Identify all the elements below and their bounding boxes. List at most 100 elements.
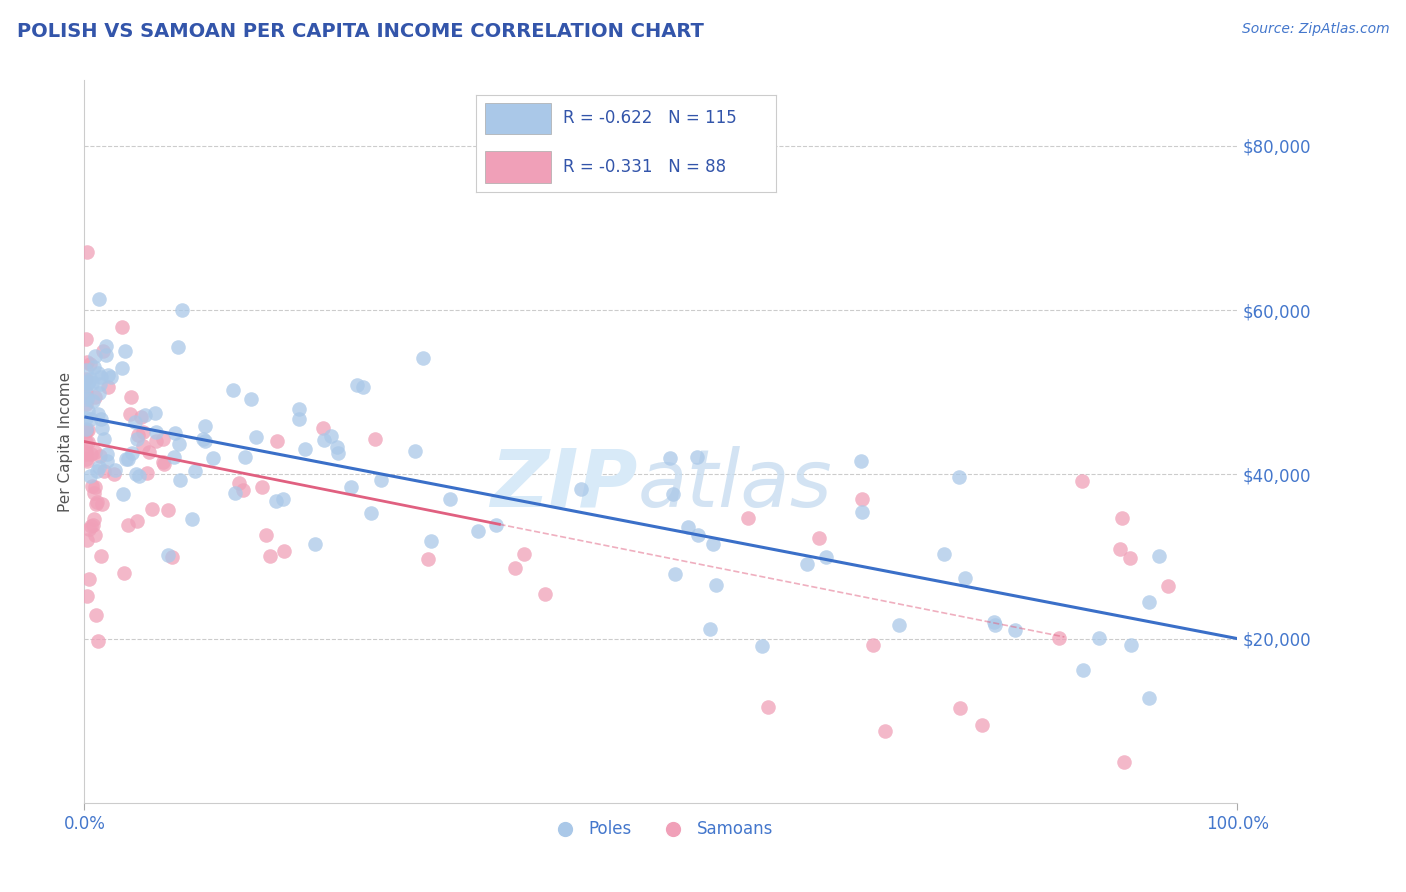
Poles [94, 339, 117, 353]
Poles [851, 505, 873, 519]
Samoans [75, 372, 97, 386]
Samoans [90, 549, 112, 563]
Poles [233, 450, 256, 464]
Samoans [141, 502, 163, 516]
Poles [1119, 638, 1142, 652]
Samoans [75, 435, 97, 450]
Poles [664, 567, 686, 582]
Poles [887, 618, 910, 632]
Poles [124, 415, 146, 429]
Samoans [75, 332, 97, 346]
Poles [82, 376, 104, 390]
Samoans [1109, 541, 1132, 556]
Text: POLISH VS SAMOAN PER CAPITA INCOME CORRELATION CHART: POLISH VS SAMOAN PER CAPITA INCOME CORRE… [17, 22, 704, 41]
Poles [87, 293, 110, 307]
Poles [84, 349, 107, 363]
Poles [143, 406, 166, 420]
Poles [1088, 631, 1111, 645]
Samoans [91, 344, 114, 359]
Samoans [1119, 551, 1142, 566]
Poles [419, 534, 441, 549]
Poles [288, 411, 311, 425]
Poles [83, 359, 105, 374]
Poles [412, 351, 434, 366]
Samoans [83, 511, 105, 525]
Poles [467, 524, 489, 539]
Y-axis label: Per Capita Income: Per Capita Income [58, 371, 73, 512]
Poles [145, 425, 167, 439]
Poles [1137, 595, 1160, 609]
Poles [75, 422, 97, 436]
Poles [87, 407, 110, 421]
Samoans [1157, 579, 1180, 593]
Samoans [97, 380, 120, 394]
Samoans [83, 528, 105, 542]
Poles [304, 537, 326, 551]
Poles [485, 518, 508, 533]
Samoans [84, 497, 107, 511]
Poles [1149, 549, 1171, 563]
Poles [79, 372, 101, 386]
Poles [76, 392, 98, 406]
Samoans [80, 447, 103, 461]
Samoans [228, 476, 250, 491]
Poles [239, 392, 262, 406]
Poles [167, 436, 190, 450]
Poles [662, 487, 685, 501]
Samoans [533, 586, 555, 600]
Text: atlas: atlas [638, 446, 832, 524]
Samoans [135, 466, 157, 480]
Samoans [86, 495, 108, 509]
Poles [815, 549, 838, 564]
Samoans [756, 700, 779, 714]
Poles [91, 421, 114, 435]
Samoans [127, 427, 149, 442]
Samoans [103, 467, 125, 481]
Poles [1004, 624, 1026, 638]
Poles [569, 482, 592, 496]
Poles [75, 363, 97, 377]
Poles [953, 570, 976, 584]
Poles [659, 451, 682, 466]
Samoans [93, 464, 115, 478]
Samoans [75, 424, 97, 438]
Samoans [273, 543, 295, 558]
Text: ZIP: ZIP [491, 446, 638, 524]
Samoans [76, 533, 98, 547]
Samoans [152, 455, 174, 469]
Samoans [84, 480, 107, 494]
Samoans [254, 528, 277, 542]
Samoans [75, 423, 97, 437]
Poles [115, 452, 138, 467]
Samoans [949, 701, 972, 715]
Poles [134, 408, 156, 422]
Poles [191, 432, 214, 446]
Poles [370, 473, 392, 487]
Samoans [851, 492, 873, 507]
Poles [111, 361, 134, 376]
Samoans [873, 723, 896, 738]
Poles [172, 302, 194, 317]
Legend: Poles, Samoans: Poles, Samoans [541, 814, 780, 845]
Poles [77, 375, 100, 389]
Poles [319, 428, 342, 442]
Samoans [76, 245, 98, 260]
Samoans [512, 547, 534, 561]
Poles [94, 347, 117, 361]
Samoans [737, 511, 759, 525]
Samoans [120, 390, 142, 404]
Samoans [86, 633, 108, 648]
Poles [86, 464, 108, 478]
Poles [686, 450, 709, 464]
Poles [271, 492, 294, 507]
Samoans [131, 439, 153, 453]
Poles [169, 473, 191, 487]
Samoans [1047, 631, 1070, 645]
Text: Source: ZipAtlas.com: Source: ZipAtlas.com [1241, 22, 1389, 37]
Poles [346, 377, 368, 392]
Samoans [79, 357, 101, 371]
Poles [1073, 664, 1095, 678]
Poles [948, 470, 970, 484]
Poles [222, 384, 245, 398]
Samoans [152, 432, 174, 446]
